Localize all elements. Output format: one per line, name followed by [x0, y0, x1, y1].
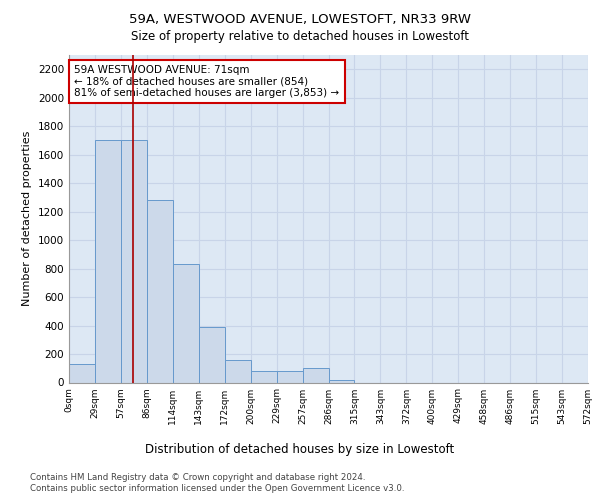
- Y-axis label: Number of detached properties: Number of detached properties: [22, 131, 32, 306]
- Text: 59A, WESTWOOD AVENUE, LOWESTOFT, NR33 9RW: 59A, WESTWOOD AVENUE, LOWESTOFT, NR33 9R…: [129, 12, 471, 26]
- Bar: [199, 327, 224, 382]
- Bar: [329, 380, 355, 382]
- Bar: [121, 140, 147, 382]
- Text: 59A WESTWOOD AVENUE: 71sqm
← 18% of detached houses are smaller (854)
81% of sem: 59A WESTWOOD AVENUE: 71sqm ← 18% of deta…: [74, 65, 340, 98]
- Bar: [95, 140, 121, 382]
- Bar: [69, 364, 95, 382]
- Bar: [147, 200, 173, 382]
- Text: Contains HM Land Registry data © Crown copyright and database right 2024.: Contains HM Land Registry data © Crown c…: [30, 472, 365, 482]
- Bar: [173, 264, 199, 382]
- Text: Contains public sector information licensed under the Open Government Licence v3: Contains public sector information licen…: [30, 484, 404, 493]
- Bar: [225, 360, 251, 382]
- Bar: [277, 371, 302, 382]
- Text: Distribution of detached houses by size in Lowestoft: Distribution of detached houses by size …: [145, 442, 455, 456]
- Bar: [251, 371, 277, 382]
- Text: Size of property relative to detached houses in Lowestoft: Size of property relative to detached ho…: [131, 30, 469, 43]
- Bar: [302, 368, 329, 382]
